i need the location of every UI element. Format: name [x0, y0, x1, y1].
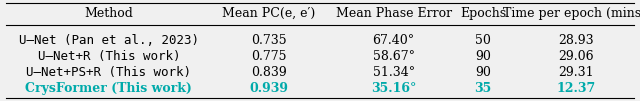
Text: U–Net (Pan et al., 2023): U–Net (Pan et al., 2023) [19, 34, 199, 47]
Text: 50: 50 [476, 34, 491, 47]
Text: 0.939: 0.939 [250, 82, 288, 95]
Text: 12.37: 12.37 [556, 82, 596, 95]
Text: 28.93: 28.93 [558, 34, 594, 47]
Text: Epochs: Epochs [460, 7, 506, 20]
Text: Mean PC(e, e′): Mean PC(e, e′) [222, 7, 316, 20]
Text: U–Net+R (This work): U–Net+R (This work) [38, 50, 180, 63]
Text: 0.735: 0.735 [251, 34, 287, 47]
Text: 58.67°: 58.67° [372, 50, 415, 63]
Text: 51.34°: 51.34° [372, 66, 415, 79]
Text: 0.775: 0.775 [251, 50, 287, 63]
Text: 29.06: 29.06 [558, 50, 594, 63]
Text: 35.16°: 35.16° [371, 82, 416, 95]
Text: CrysFormer (This work): CrysFormer (This work) [26, 82, 192, 95]
Text: Time per epoch (mins.): Time per epoch (mins.) [502, 7, 640, 20]
Text: 0.839: 0.839 [251, 66, 287, 79]
Text: 90: 90 [476, 50, 491, 63]
Text: 35: 35 [475, 82, 492, 95]
Text: Mean Phase Error: Mean Phase Error [335, 7, 452, 20]
Text: 29.31: 29.31 [558, 66, 594, 79]
Text: Method: Method [84, 7, 133, 20]
Text: U–Net+PS+R (This work): U–Net+PS+R (This work) [26, 66, 191, 79]
Text: 67.40°: 67.40° [372, 34, 415, 47]
Text: 90: 90 [476, 66, 491, 79]
